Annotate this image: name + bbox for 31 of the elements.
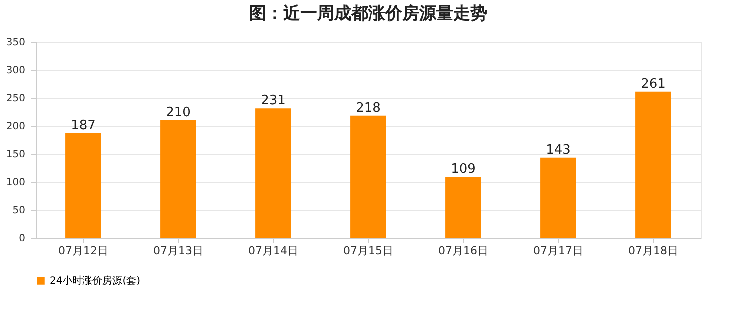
data-label: 231 [261, 94, 286, 109]
x-tick-label: 07月13日 [154, 244, 204, 258]
y-tick-label: 350 [6, 38, 26, 48]
x-tick-label: 07月12日 [58, 244, 108, 258]
y-tick-label: 300 [6, 66, 26, 76]
y-tick-label: 0 [19, 234, 26, 244]
bar [446, 176, 482, 238]
bar [256, 108, 292, 238]
bar [160, 120, 196, 238]
x-tick-label: 07月14日 [248, 244, 298, 258]
chart-title: 图：近一周成都涨价房源量走势 [250, 4, 488, 24]
x-tick-label: 07月15日 [344, 244, 394, 258]
x-tick-label: 07月18日 [628, 244, 678, 258]
bar [350, 116, 386, 238]
legend-label: 24小时涨价房源(套) [50, 275, 141, 287]
y-tick-label: 100 [6, 178, 26, 188]
data-label: 261 [641, 76, 666, 92]
x-tick-label: 07月16日 [438, 244, 488, 258]
y-tick-label: 150 [6, 150, 26, 160]
data-label: 109 [451, 162, 476, 177]
y-tick-label: 50 [12, 206, 26, 216]
bar [540, 158, 576, 238]
x-tick-label: 07月17日 [534, 244, 584, 258]
bar [636, 92, 672, 238]
y-tick-label: 250 [6, 94, 26, 104]
data-label: 187 [71, 118, 96, 134]
bar [66, 133, 102, 238]
data-label: 143 [546, 142, 571, 158]
y-tick-label: 200 [6, 122, 26, 132]
data-label: 218 [356, 100, 381, 116]
data-label: 210 [166, 105, 191, 120]
